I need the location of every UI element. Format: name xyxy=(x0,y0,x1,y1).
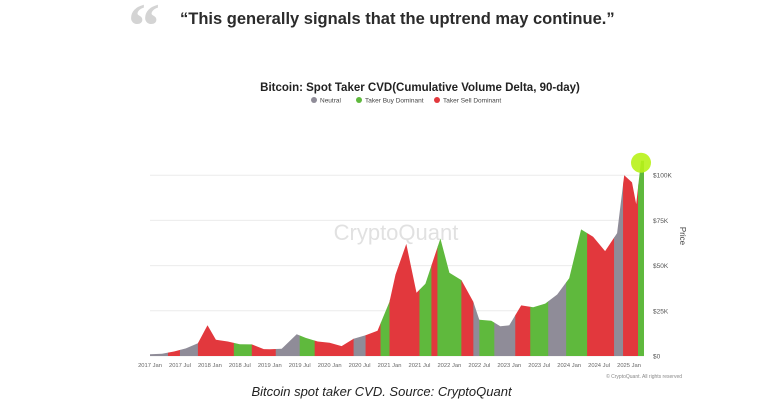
chart-y-axis: $0 $25K $50K $75K $100K xyxy=(653,173,672,361)
regime-band xyxy=(638,160,644,356)
regime-band xyxy=(623,160,639,356)
x-tick-label: 2019 Jul xyxy=(289,363,311,369)
regime-band xyxy=(614,160,624,356)
x-tick-label: 2023 Jan xyxy=(497,363,521,369)
figure-caption: Bitcoin spot taker CVD. Source: CryptoQu… xyxy=(251,384,512,399)
legend-marker-2 xyxy=(434,97,440,103)
latest-price-highlight xyxy=(631,152,652,173)
x-tick-label: 2022 Jan xyxy=(437,363,461,369)
chart-watermark: CryptoQuant xyxy=(334,220,459,245)
x-tick-label: 2017 Jan xyxy=(138,363,162,369)
regime-band xyxy=(275,160,301,356)
regime-band xyxy=(251,160,277,356)
regime-band xyxy=(530,160,549,356)
y-tick-label: $100K xyxy=(653,173,672,180)
legend-marker-1 xyxy=(356,97,362,103)
regime-band xyxy=(479,160,495,356)
y-tick-label: $0 xyxy=(653,354,661,361)
x-tick-label: 2024 Jul xyxy=(588,363,610,369)
regime-band xyxy=(515,160,531,356)
y-tick-label: $75K xyxy=(653,218,669,225)
y-tick-label: $25K xyxy=(653,308,669,315)
chart-x-axis: 2017 Jan 2017 Jul 2018 Jan 2018 Jul 2019 Jan… xyxy=(138,363,641,369)
x-tick-label: 2018 Jan xyxy=(198,363,222,369)
regime-band xyxy=(299,160,316,356)
regime-band xyxy=(150,160,169,356)
quote-text: “This generally signals that the uptrend… xyxy=(180,10,615,28)
regime-band xyxy=(461,160,474,356)
chart-y-axis-label: Price xyxy=(678,227,687,246)
quote-mark: “ xyxy=(128,0,160,61)
x-tick-label: 2021 Jul xyxy=(408,363,430,369)
regime-band xyxy=(431,160,438,356)
regime-band xyxy=(167,160,181,356)
chart-copyright: © CryptoQuant. All rights reserved xyxy=(606,373,682,380)
chart-legend: Neutral Taker Buy Dominant Taker Sell Domi… xyxy=(311,97,501,105)
x-tick-label: 2020 Jan xyxy=(318,363,342,369)
x-tick-label: 2024 Jan xyxy=(557,363,581,369)
chart-title: Bitcoin: Spot Taker CVD(Cumulative Volum… xyxy=(260,82,580,94)
legend-label-0: Neutral xyxy=(320,98,342,105)
x-tick-label: 2021 Jan xyxy=(378,363,402,369)
y-tick-label: $50K xyxy=(653,263,669,270)
x-tick-label: 2025 Jan xyxy=(617,363,641,369)
x-tick-label: 2023 Jul xyxy=(528,363,550,369)
regime-band xyxy=(197,160,235,356)
x-tick-label: 2017 Jul xyxy=(169,363,191,369)
regime-band xyxy=(494,160,516,356)
legend-label-2: Taker Sell Dominant xyxy=(443,98,501,105)
x-tick-label: 2020 Jul xyxy=(349,363,371,369)
regime-band xyxy=(179,160,199,356)
x-tick-label: 2019 Jan xyxy=(258,363,282,369)
legend-marker-0 xyxy=(311,97,317,103)
regime-band xyxy=(566,160,588,356)
x-tick-label: 2022 Jul xyxy=(468,363,490,369)
legend-label-1: Taker Buy Dominant xyxy=(365,98,424,105)
regime-band xyxy=(233,160,253,356)
regime-band xyxy=(587,160,615,356)
x-tick-label: 2018 Jul xyxy=(229,363,251,369)
regime-band xyxy=(548,160,567,356)
regime-band xyxy=(473,160,480,356)
